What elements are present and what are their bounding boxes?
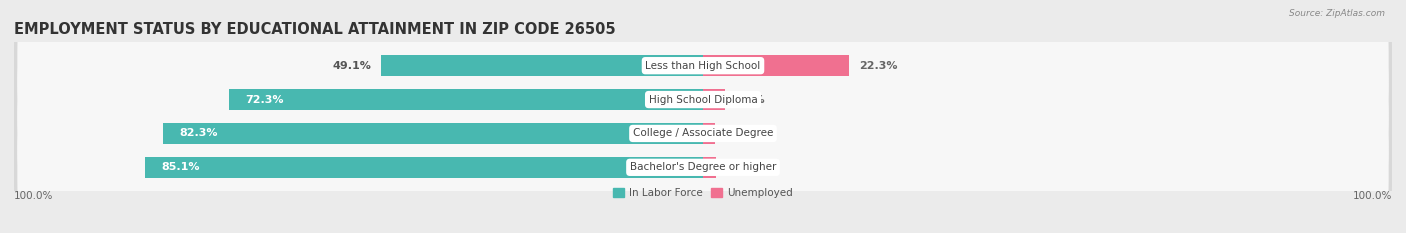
FancyBboxPatch shape <box>14 0 1392 147</box>
Text: 22.3%: 22.3% <box>859 61 897 71</box>
FancyBboxPatch shape <box>14 86 1392 233</box>
Text: 85.1%: 85.1% <box>162 162 200 172</box>
Text: College / Associate Degree: College / Associate Degree <box>633 128 773 138</box>
Text: 100.0%: 100.0% <box>1353 191 1392 201</box>
Text: Less than High School: Less than High School <box>645 61 761 71</box>
FancyBboxPatch shape <box>17 2 1389 130</box>
FancyBboxPatch shape <box>17 35 1389 164</box>
Text: 2.0%: 2.0% <box>725 162 756 172</box>
Text: 82.3%: 82.3% <box>180 128 218 138</box>
Bar <box>703 157 716 178</box>
Bar <box>703 55 849 76</box>
Legend: In Labor Force, Unemployed: In Labor Force, Unemployed <box>613 188 793 198</box>
Bar <box>381 55 703 76</box>
FancyBboxPatch shape <box>14 52 1392 214</box>
Text: High School Diploma: High School Diploma <box>648 95 758 105</box>
Text: 1.9%: 1.9% <box>725 128 756 138</box>
Text: Source: ZipAtlas.com: Source: ZipAtlas.com <box>1289 9 1385 18</box>
Text: 3.3%: 3.3% <box>734 95 765 105</box>
FancyBboxPatch shape <box>17 69 1389 198</box>
FancyBboxPatch shape <box>17 103 1389 231</box>
Bar <box>703 123 716 144</box>
Bar <box>145 157 703 178</box>
Bar <box>229 89 703 110</box>
Text: 72.3%: 72.3% <box>245 95 284 105</box>
Text: EMPLOYMENT STATUS BY EDUCATIONAL ATTAINMENT IN ZIP CODE 26505: EMPLOYMENT STATUS BY EDUCATIONAL ATTAINM… <box>14 22 616 37</box>
Text: Bachelor's Degree or higher: Bachelor's Degree or higher <box>630 162 776 172</box>
Bar <box>163 123 703 144</box>
Bar <box>703 89 724 110</box>
FancyBboxPatch shape <box>14 19 1392 181</box>
Text: 100.0%: 100.0% <box>14 191 53 201</box>
Text: 49.1%: 49.1% <box>332 61 371 71</box>
